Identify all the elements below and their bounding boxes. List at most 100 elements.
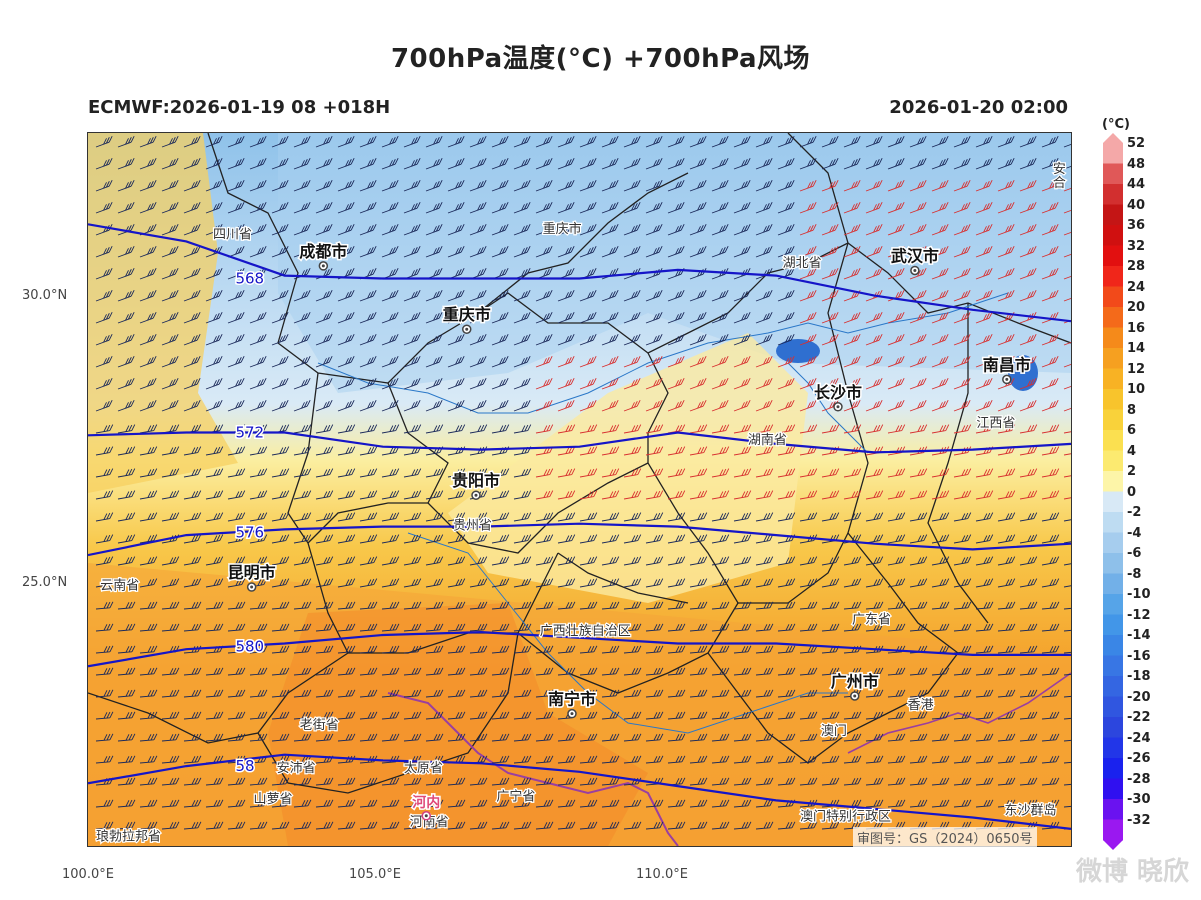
colorbar-swatch xyxy=(1103,184,1123,205)
province-border xyxy=(257,632,519,794)
city-marker-center xyxy=(250,585,254,589)
colorbar-swatch xyxy=(1103,573,1123,595)
region-label: 湖北省 xyxy=(783,256,822,271)
temperature-warm-tongue xyxy=(448,333,808,603)
contour-label: 580 xyxy=(235,637,264,655)
city-label: 成都市 xyxy=(299,242,347,261)
colorbar-tick-label: 16 xyxy=(1127,320,1146,336)
city-label: 南宁市 xyxy=(548,690,596,709)
city-marker-center xyxy=(570,712,574,716)
city-marker-center xyxy=(465,327,469,331)
lon-label-110: 110.0°E xyxy=(636,867,688,882)
colorbar-tick-label: 28 xyxy=(1127,259,1146,274)
colorbar-swatch xyxy=(1103,512,1123,533)
colorbar-tick-label: 6 xyxy=(1127,423,1137,438)
colorbar-tick-label: 40 xyxy=(1127,197,1146,213)
temperature-cold-core xyxy=(278,133,1071,393)
colorbar-swatch xyxy=(1103,409,1123,431)
colorbar-tick-label: -4 xyxy=(1127,525,1142,541)
region-label: 澳门 xyxy=(821,723,847,739)
colorbar-tick-label: 20 xyxy=(1127,300,1146,315)
colorbar-tick-label: 0 xyxy=(1127,484,1137,500)
colorbar-tick-label: -18 xyxy=(1127,669,1151,684)
colorbar-swatch xyxy=(1103,614,1123,636)
colorbar-tick-label: 12 xyxy=(1127,361,1146,377)
colorbar-tick-label: -12 xyxy=(1127,607,1151,623)
lat-label-30: 30.0°N xyxy=(22,288,68,303)
colorbar-tick-label: -26 xyxy=(1127,751,1151,766)
province-border xyxy=(207,133,689,384)
region-label: 澳门特别行政区 xyxy=(800,808,891,824)
height-contour xyxy=(88,431,1071,454)
city-label: 武汉市 xyxy=(891,246,939,265)
region-label: 琅勃拉邦省 xyxy=(96,829,161,844)
river xyxy=(407,532,848,734)
colorbar-tick-label: 52 xyxy=(1127,136,1146,151)
colorbar-unit: (°C) xyxy=(1102,117,1130,132)
map-approval-number: 审图号：GS（2024）0650号 xyxy=(853,827,1037,848)
colorbar-swatch xyxy=(1103,266,1123,287)
colorbar-tick-label: 2 xyxy=(1127,464,1137,479)
city-label: 广州市 xyxy=(831,672,879,691)
height-contour xyxy=(88,630,1071,668)
colorbar-swatch xyxy=(1103,778,1123,800)
chart-title: 700hPa温度(°C) +700hPa风场 xyxy=(390,44,811,74)
colorbar-min-arrow xyxy=(1103,840,1123,850)
colorbar-legend xyxy=(1103,133,1123,857)
colorbar-swatch xyxy=(1103,635,1123,656)
colorbar-tick-label: 14 xyxy=(1127,341,1146,356)
lon-label-100: 100.0°E xyxy=(62,867,114,882)
city-marker-center xyxy=(1005,377,1009,381)
weather-map[interactable]: 568 572 576 580 58 四川省 重庆市 湖北省 湖南省 江西省 贵州省 云南省 广西壮族自… xyxy=(87,132,1072,847)
colorbar-tick-label: -24 xyxy=(1127,730,1151,746)
city-label: 昆明市 xyxy=(228,563,276,582)
colorbar-tick-label: 32 xyxy=(1127,238,1146,254)
province-border xyxy=(647,352,849,604)
city-marker-center xyxy=(424,814,428,818)
colorbar-tick-label: -22 xyxy=(1127,710,1151,725)
region-label: 江西省 xyxy=(976,416,1015,431)
colorbar-swatch xyxy=(1103,717,1123,738)
colorbar-swatch xyxy=(1103,389,1123,410)
colorbar-tick-label: -30 xyxy=(1127,792,1151,807)
colorbar-swatch xyxy=(1103,696,1123,718)
colorbar-tick-label: -20 xyxy=(1127,689,1151,705)
region-label: 贵州省 xyxy=(453,518,492,533)
city-label: 河内 xyxy=(412,794,440,811)
province-border xyxy=(88,652,349,744)
colorbar-tick-label: 36 xyxy=(1127,218,1146,233)
city-label: 贵阳市 xyxy=(452,471,500,490)
region-label: 重庆市 xyxy=(543,221,582,237)
region-label: 山萝省 xyxy=(254,792,293,807)
region-label: 广西壮族自治区 xyxy=(540,623,631,639)
colorbar-swatch xyxy=(1103,553,1123,574)
colorbar-tick-label: -16 xyxy=(1127,648,1151,664)
colorbar-swatch xyxy=(1103,143,1123,164)
colorbar-tick-label: 8 xyxy=(1127,402,1137,418)
colorbar-tick-label: -6 xyxy=(1127,546,1142,561)
city-label: 南昌市 xyxy=(983,355,1031,374)
city-label: 重庆市 xyxy=(443,305,491,324)
colorbar-tick-label: -32 xyxy=(1127,812,1151,828)
colorbar-swatch xyxy=(1103,286,1123,308)
city-marker-center xyxy=(836,405,840,409)
colorbar-swatch xyxy=(1103,594,1123,615)
colorbar-max-arrow xyxy=(1103,133,1123,143)
river xyxy=(787,362,869,454)
lake xyxy=(1008,355,1038,391)
region-label: 太原省 xyxy=(404,761,443,776)
colorbar-swatch xyxy=(1103,307,1123,328)
colorbar-swatch xyxy=(1103,245,1123,267)
region-label: 四川省 xyxy=(213,228,252,243)
colorbar-swatch xyxy=(1103,327,1123,349)
province-border xyxy=(927,303,989,624)
colorbar-swatch xyxy=(1103,799,1123,820)
colorbar-swatch xyxy=(1103,737,1123,759)
lon-label-105: 105.0°E xyxy=(349,867,401,882)
contour-label: 576 xyxy=(235,523,264,541)
contour-label: 58 xyxy=(235,757,254,775)
region-label: 香港 xyxy=(908,698,934,713)
colorbar-tick-label: 48 xyxy=(1127,156,1146,172)
province-border xyxy=(827,242,959,654)
height-contour xyxy=(88,753,1071,830)
